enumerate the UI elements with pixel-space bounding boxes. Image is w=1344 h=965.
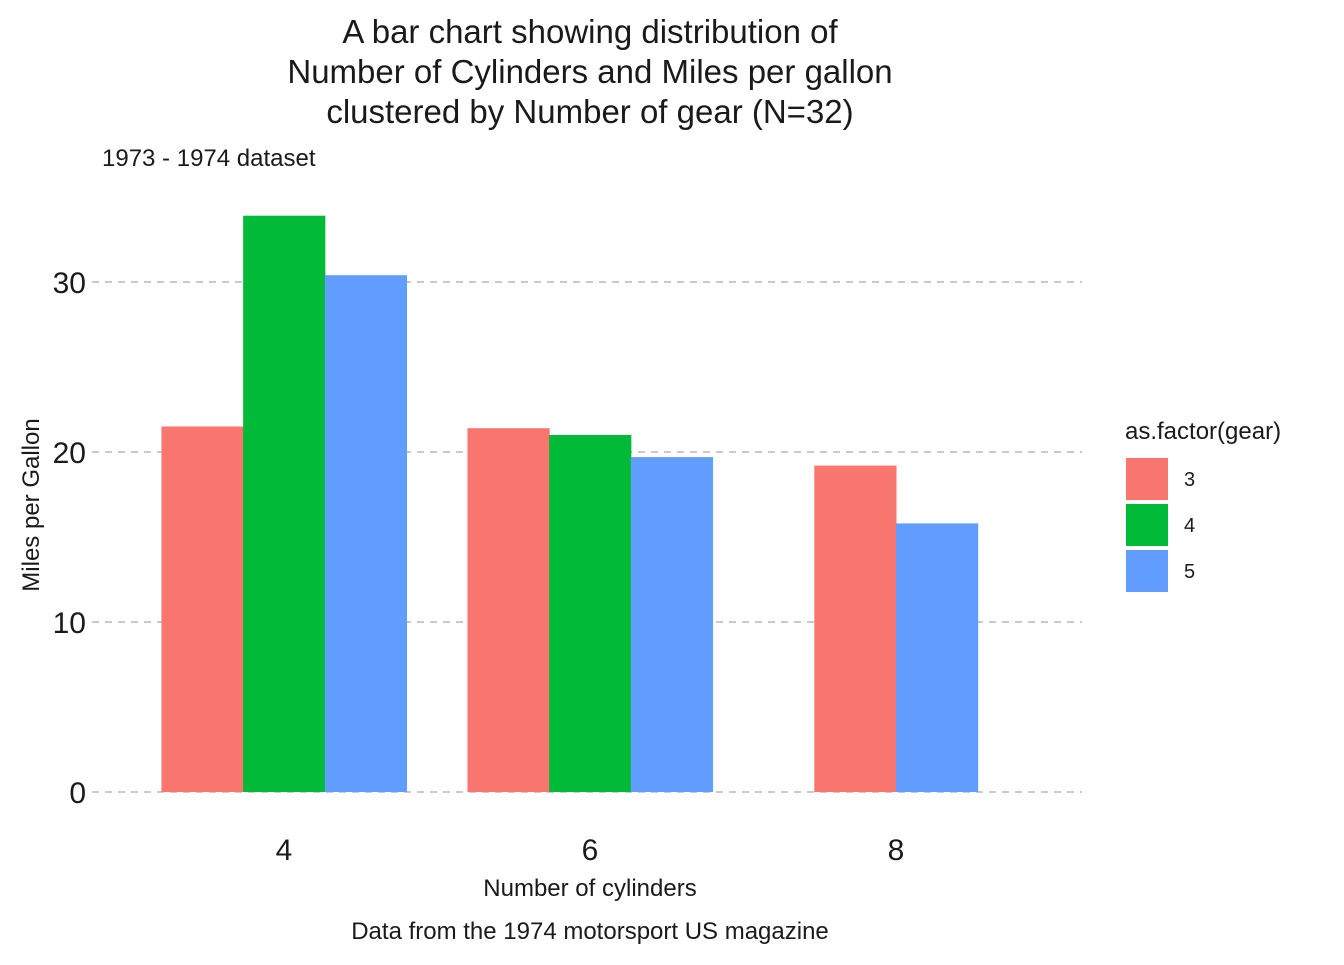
bar-cyl6-gear5 [630, 457, 714, 792]
bar-cyl4-gear4 [243, 215, 326, 792]
bar-cyl8-gear3 [814, 465, 897, 792]
y-tick-label: 10 [53, 607, 86, 640]
bar-cyl6-gear3 [467, 428, 550, 792]
chart-caption: Data from the 1974 motorsport US magazin… [351, 918, 829, 945]
y-tick-label: 0 [69, 777, 86, 810]
chart-subtitle: 1973 - 1974 dataset [102, 145, 316, 172]
y-tick-label: 30 [53, 267, 86, 300]
legend-key-gear5 [1126, 550, 1168, 592]
bar-cyl4-gear5 [324, 275, 408, 792]
bar-cyl6-gear4 [549, 435, 632, 792]
x-axis-label: Number of cylinders [483, 875, 696, 902]
legend-key-gear3 [1126, 458, 1168, 500]
chart-title: A bar chart showing distribution ofNumbe… [287, 13, 892, 130]
bars [161, 215, 979, 792]
chart-title-line: clustered by Number of gear (N=32) [326, 93, 853, 130]
legend-label: 5 [1184, 561, 1195, 583]
x-axis-ticks: 4 6 8 [276, 834, 905, 867]
legend-key-gear4 [1126, 504, 1168, 546]
y-axis-ticks: 0 10 20 30 [53, 267, 86, 810]
chart-title-line: A bar chart showing distribution of [342, 13, 838, 50]
y-axis-label: Miles per Gallon [18, 418, 45, 591]
bar-cyl8-gear5 [896, 523, 979, 792]
x-tick-label: 4 [276, 834, 293, 867]
bar-cyl4-gear3 [161, 426, 244, 792]
legend: as.factor(gear) 3 4 5 [1125, 418, 1281, 592]
x-tick-label: 8 [888, 834, 905, 867]
y-tick-label: 20 [53, 437, 86, 470]
legend-title: as.factor(gear) [1125, 418, 1281, 445]
legend-label: 3 [1184, 469, 1195, 491]
x-tick-label: 6 [582, 834, 599, 867]
chart-title-line: Number of Cylinders and Miles per gallon [287, 53, 892, 90]
legend-label: 4 [1184, 515, 1195, 537]
